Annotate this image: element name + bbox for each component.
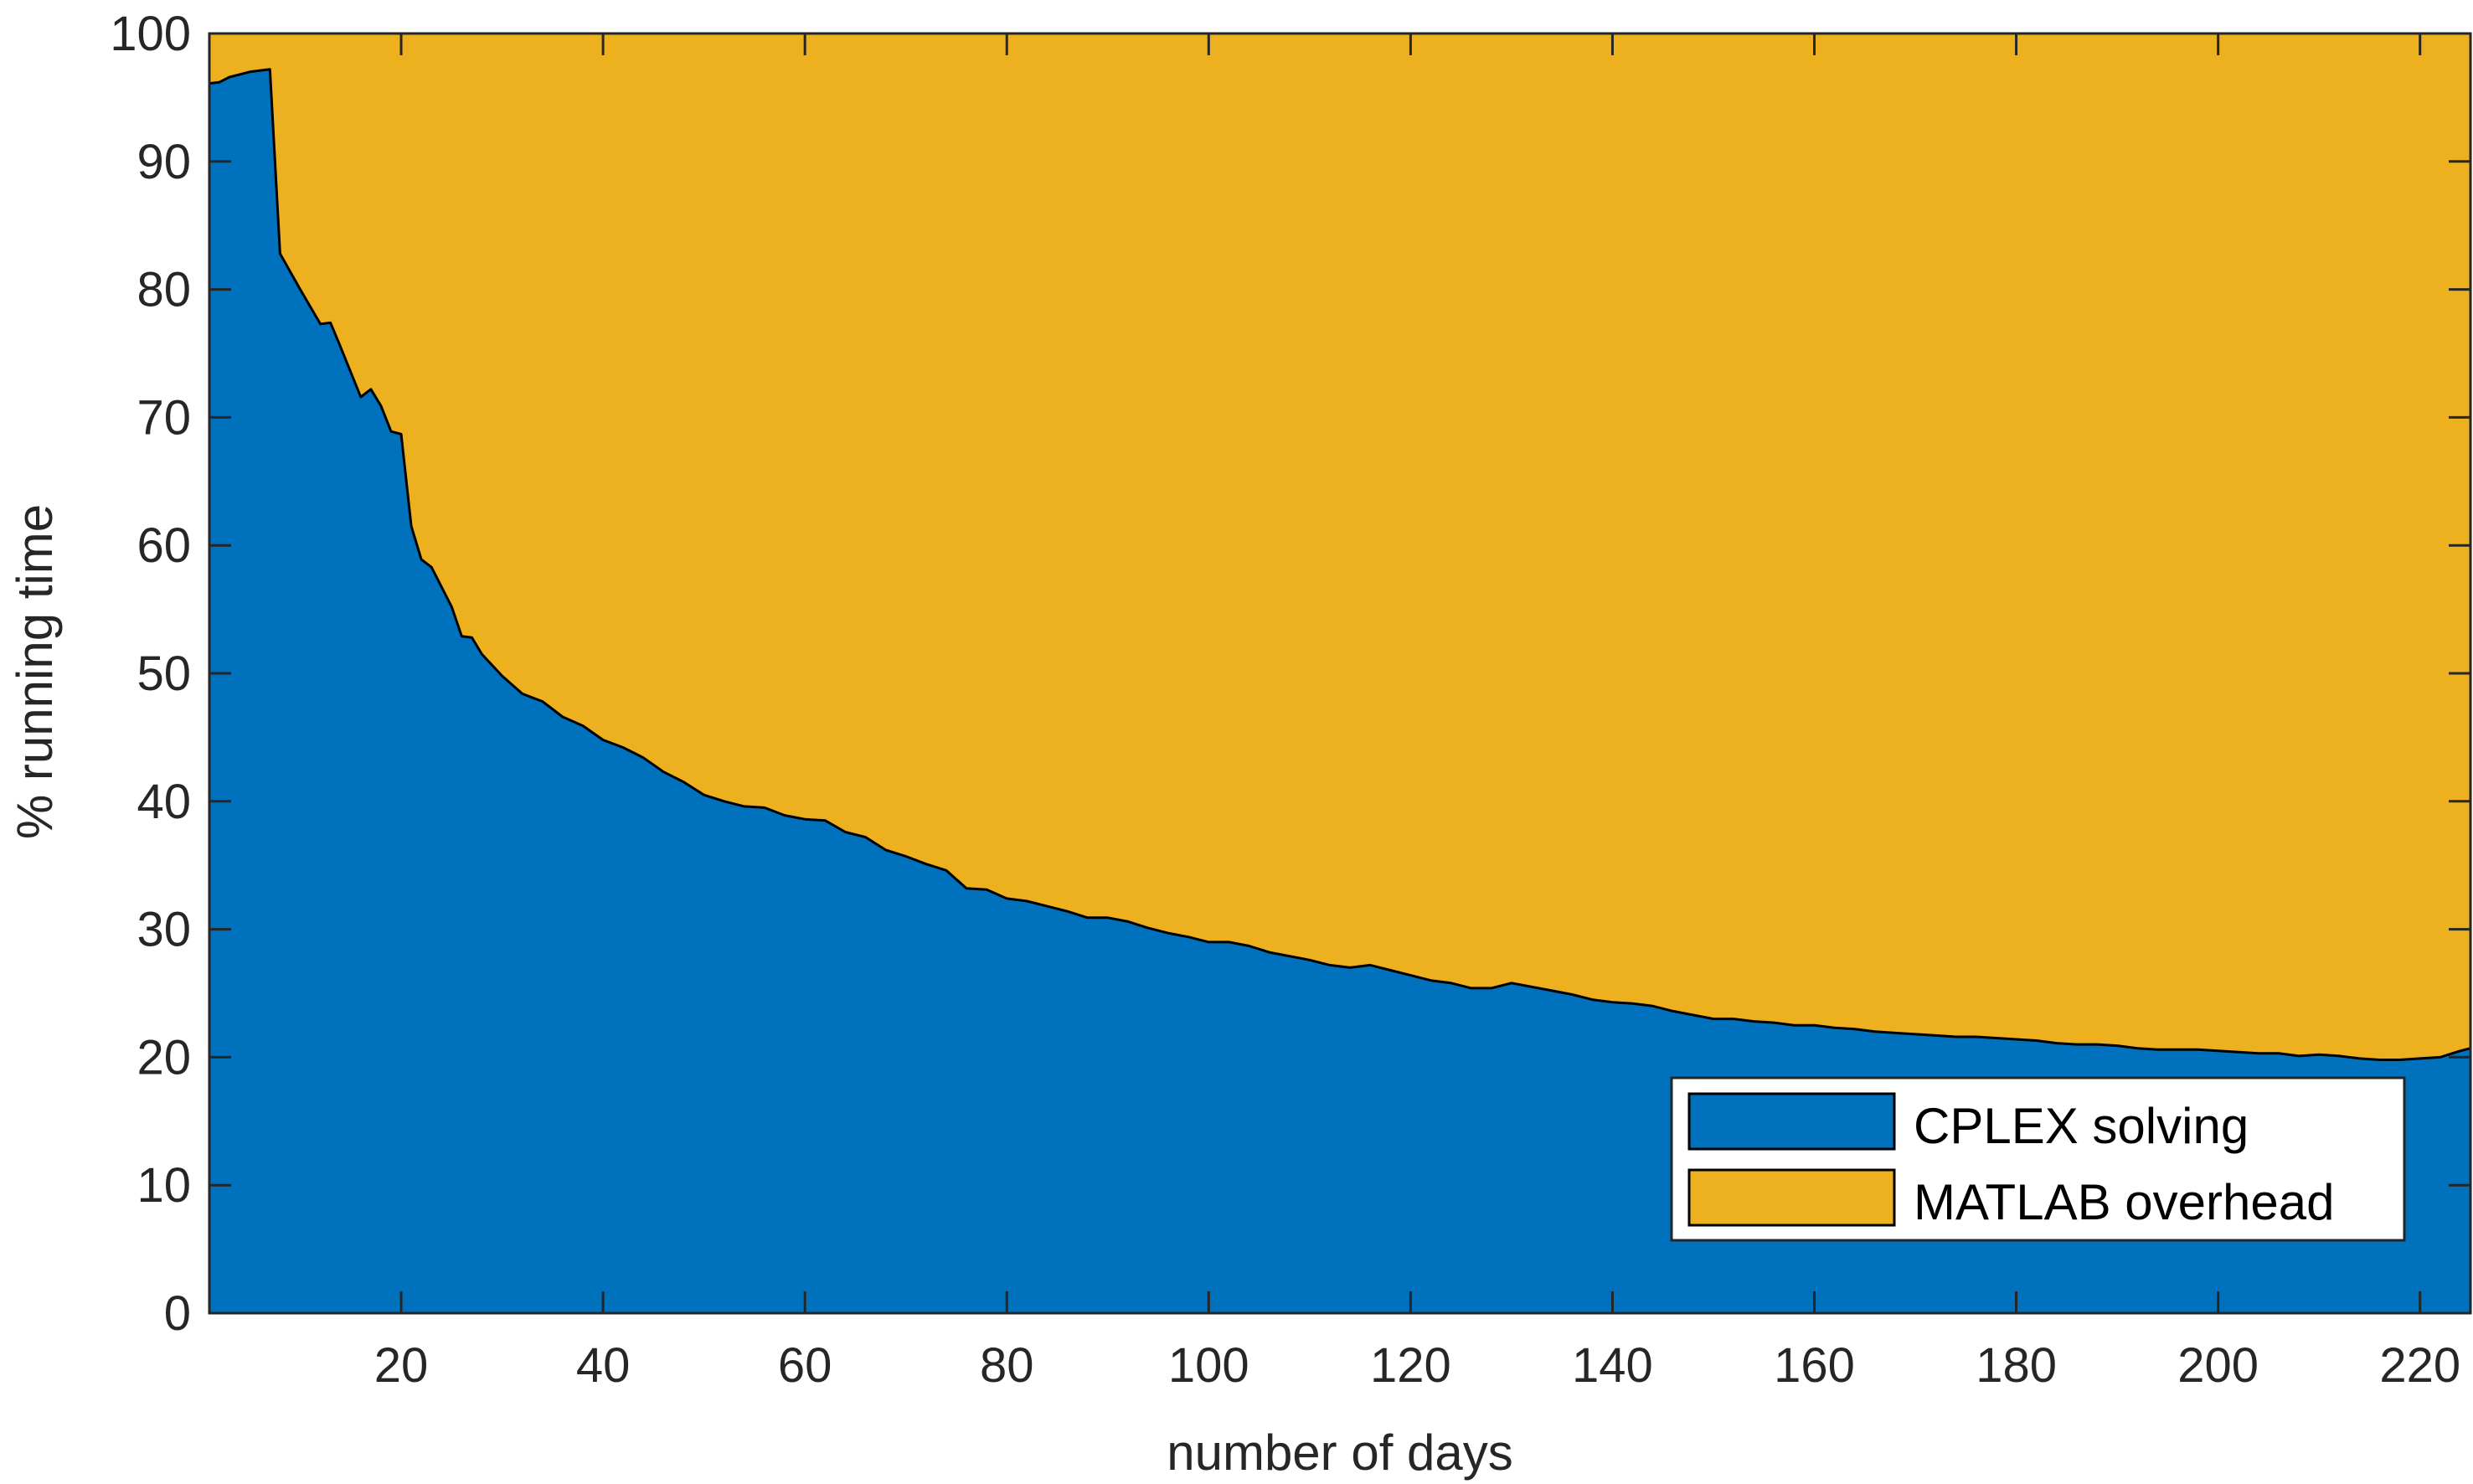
legend-label-cplex: CPLEX solving [1914, 1098, 2249, 1154]
y-tick-label: 30 [137, 903, 191, 957]
x-tick-label: 180 [1976, 1338, 2057, 1393]
y-tick-label: 80 [137, 263, 191, 317]
x-tick-label: 20 [374, 1338, 429, 1393]
x-tick-label: 60 [778, 1338, 832, 1393]
y-tick-label: 10 [137, 1158, 191, 1213]
series-boundary-line [209, 68, 2471, 1061]
x-tick-label: 220 [2379, 1338, 2460, 1393]
plot-area [209, 33, 2471, 1313]
y-tick-label: 60 [137, 518, 191, 573]
x-tick-label: 160 [1774, 1338, 1855, 1393]
area-cplex-solving [209, 69, 2470, 1313]
y-tick-label: 70 [137, 390, 191, 445]
x-tick-label: 120 [1370, 1338, 1451, 1393]
x-axis-label: number of days [1167, 1425, 1513, 1481]
x-tick-label: 40 [576, 1338, 631, 1393]
y-tick-label: 20 [137, 1030, 191, 1085]
y-tick-label: 40 [137, 775, 191, 829]
x-tick-label: 80 [980, 1338, 1034, 1393]
legend-swatch-matlab [1687, 1168, 1896, 1227]
x-tick-label: 140 [1572, 1338, 1653, 1393]
legend-label-matlab: MATLAB overhead [1914, 1174, 2334, 1230]
x-tick-label: 100 [1168, 1338, 1249, 1393]
y-tick-label: 90 [137, 135, 191, 189]
x-tick-label: 200 [2177, 1338, 2259, 1393]
axes [208, 32, 2472, 1315]
y-tick-label: 50 [137, 647, 191, 701]
y-tick-label: 0 [164, 1286, 191, 1341]
y-tick-label: 100 [110, 7, 191, 61]
legend: CPLEX solving MATLAB overhead [1670, 1076, 2406, 1242]
area-matlab-overhead [209, 33, 2470, 1060]
y-axis-label: % running time [7, 504, 63, 839]
legend-swatch-cplex [1687, 1092, 1896, 1151]
tick-labels: 0 10 20 30 40 50 60 70 80 90 100 20 40 60 80 100 120 140 1… [110, 7, 2460, 1393]
